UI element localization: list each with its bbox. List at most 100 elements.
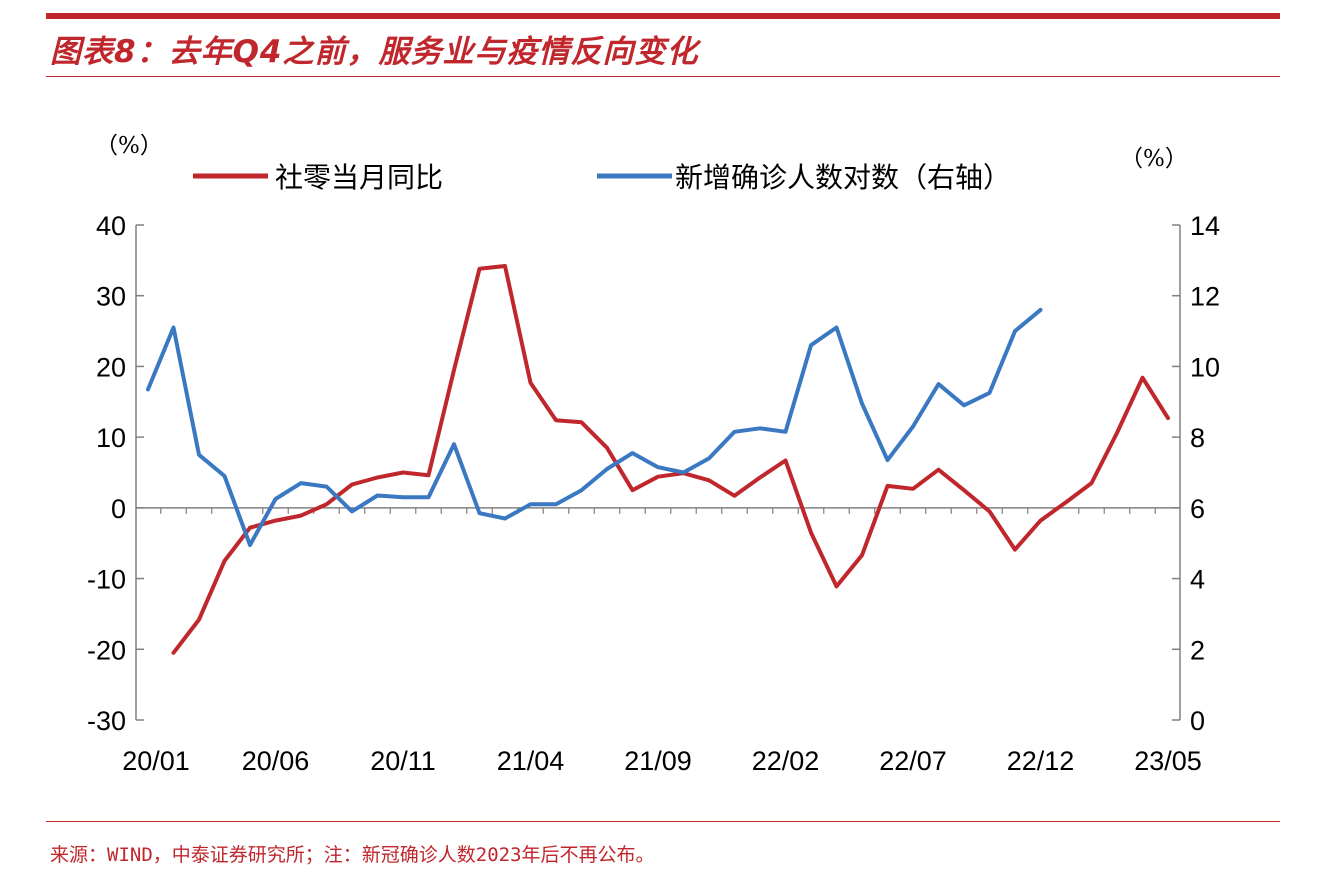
covid-point: [274, 497, 277, 501]
covid-point: [1013, 329, 1017, 333]
retail-point: [299, 514, 303, 517]
retail-point: [503, 264, 507, 268]
retail-point: [529, 381, 532, 384]
right-axis-ticks: 14 12 10 8 6 4 2 0: [1172, 211, 1220, 736]
right-tick-label: 12: [1190, 282, 1220, 312]
covid-point: [197, 453, 201, 456]
covid-point: [248, 543, 252, 547]
covid-point: [503, 517, 507, 520]
covid-point: [427, 496, 430, 499]
covid-point: [937, 382, 940, 386]
series-line-covid: [146, 307, 1043, 547]
right-tick-label: 14: [1190, 211, 1220, 241]
retail-point: [835, 585, 838, 588]
retail-point: [325, 503, 328, 506]
x-tick-label: 20/06: [242, 746, 310, 776]
left-tick-label: 0: [111, 494, 126, 524]
right-tick-label: 4: [1190, 565, 1205, 595]
x-tick-label: 22/07: [879, 746, 947, 776]
legend: 社零当月同比 新增确诊人数对数（右轴）: [193, 161, 1011, 194]
left-axis-ticks: 40 30 20 10 0 -10 -20 -30: [87, 211, 144, 736]
left-tick-label: -10: [87, 565, 126, 595]
covid-point: [223, 474, 226, 478]
covid-point: [172, 326, 175, 329]
covid-point: [478, 512, 481, 515]
covid-point: [784, 430, 787, 433]
right-tick-label: 2: [1190, 635, 1205, 665]
covid-point: [835, 326, 838, 329]
covid-point: [580, 489, 583, 492]
source-note: 来源：WIND，中泰证券研究所；注：新冠确诊人数2023年后不再公布。: [50, 844, 655, 866]
retail-point: [172, 651, 175, 654]
retail-point: [401, 471, 405, 474]
covid-point: [146, 388, 150, 391]
title-bottom-rule: [46, 76, 1280, 77]
retail-point: [631, 489, 634, 492]
x-tick-label: 22/12: [1007, 746, 1075, 776]
retail-point: [962, 489, 966, 492]
retail-point: [1166, 416, 1170, 420]
left-axis: 40 30 20 10 0 -10 -20 -30 （%）: [87, 133, 163, 736]
left-tick-label: 40: [96, 211, 126, 241]
retail-point: [656, 475, 660, 478]
right-axis-unit: （%）: [1120, 146, 1188, 172]
retail-point: [452, 368, 456, 372]
left-axis-unit: （%）: [95, 133, 163, 159]
left-tick-label: 20: [96, 352, 126, 382]
series-layer: [146, 264, 1170, 655]
retail-point: [1064, 501, 1068, 504]
covid-point: [656, 466, 660, 469]
right-tick-label: 6: [1190, 494, 1205, 524]
source-top-rule: [46, 821, 1280, 822]
covid-point: [988, 391, 991, 395]
x-axis-ticks: 20/01 20/06 20/11 21/04 21/09 22/02 22/07 22/12…: [122, 507, 1202, 776]
retail-point: [223, 559, 226, 563]
covid-point: [911, 425, 915, 428]
covid-point: [860, 402, 864, 405]
covid-point: [682, 471, 685, 474]
retail-point: [937, 468, 940, 471]
retail-point: [248, 526, 252, 529]
covid-point: [605, 467, 609, 471]
retail-point: [274, 519, 277, 522]
covid-point: [452, 443, 456, 446]
retail-point: [988, 510, 991, 513]
covid-point: [1039, 308, 1042, 312]
retail-point: [376, 476, 379, 479]
left-tick-label: -20: [87, 635, 126, 665]
chart-title: 图表8：去年Q4之前，服务业与疫情反向变化: [50, 34, 699, 70]
right-tick-label: 8: [1190, 423, 1205, 453]
x-tick-label: 23/05: [1134, 746, 1202, 776]
retail-point: [350, 483, 354, 486]
covid-point: [554, 503, 558, 506]
x-tick-label: 20/01: [122, 746, 190, 776]
left-tick-label: -30: [87, 706, 126, 736]
legend-label-retail: 社零当月同比: [275, 161, 443, 194]
covid-point: [401, 496, 405, 499]
covid-point: [299, 481, 303, 485]
covid-point: [707, 457, 711, 460]
retail-point: [427, 474, 430, 477]
retail-point: [911, 487, 915, 490]
x-tick-label: 22/02: [752, 746, 820, 776]
retail-point: [478, 267, 481, 270]
covid-point: [529, 503, 532, 506]
retail-point: [809, 531, 813, 534]
right-tick-label: 10: [1190, 352, 1220, 382]
retail-point: [707, 479, 711, 482]
covid-point: [376, 494, 379, 497]
retail-point: [1141, 376, 1144, 379]
retail-point: [1013, 548, 1017, 551]
retail-point: [1115, 431, 1119, 435]
covid-point: [886, 458, 889, 462]
series-line-retail: [171, 264, 1170, 655]
retail-point: [554, 419, 558, 422]
left-tick-label: 10: [96, 423, 126, 453]
title-top-rule: [46, 13, 1280, 19]
right-axis: 14 12 10 8 6 4 2 0 （%）: [1120, 146, 1220, 736]
retail-point: [733, 494, 736, 497]
left-tick-label: 30: [96, 282, 126, 312]
covid-point: [809, 344, 813, 347]
retail-point: [784, 459, 787, 462]
